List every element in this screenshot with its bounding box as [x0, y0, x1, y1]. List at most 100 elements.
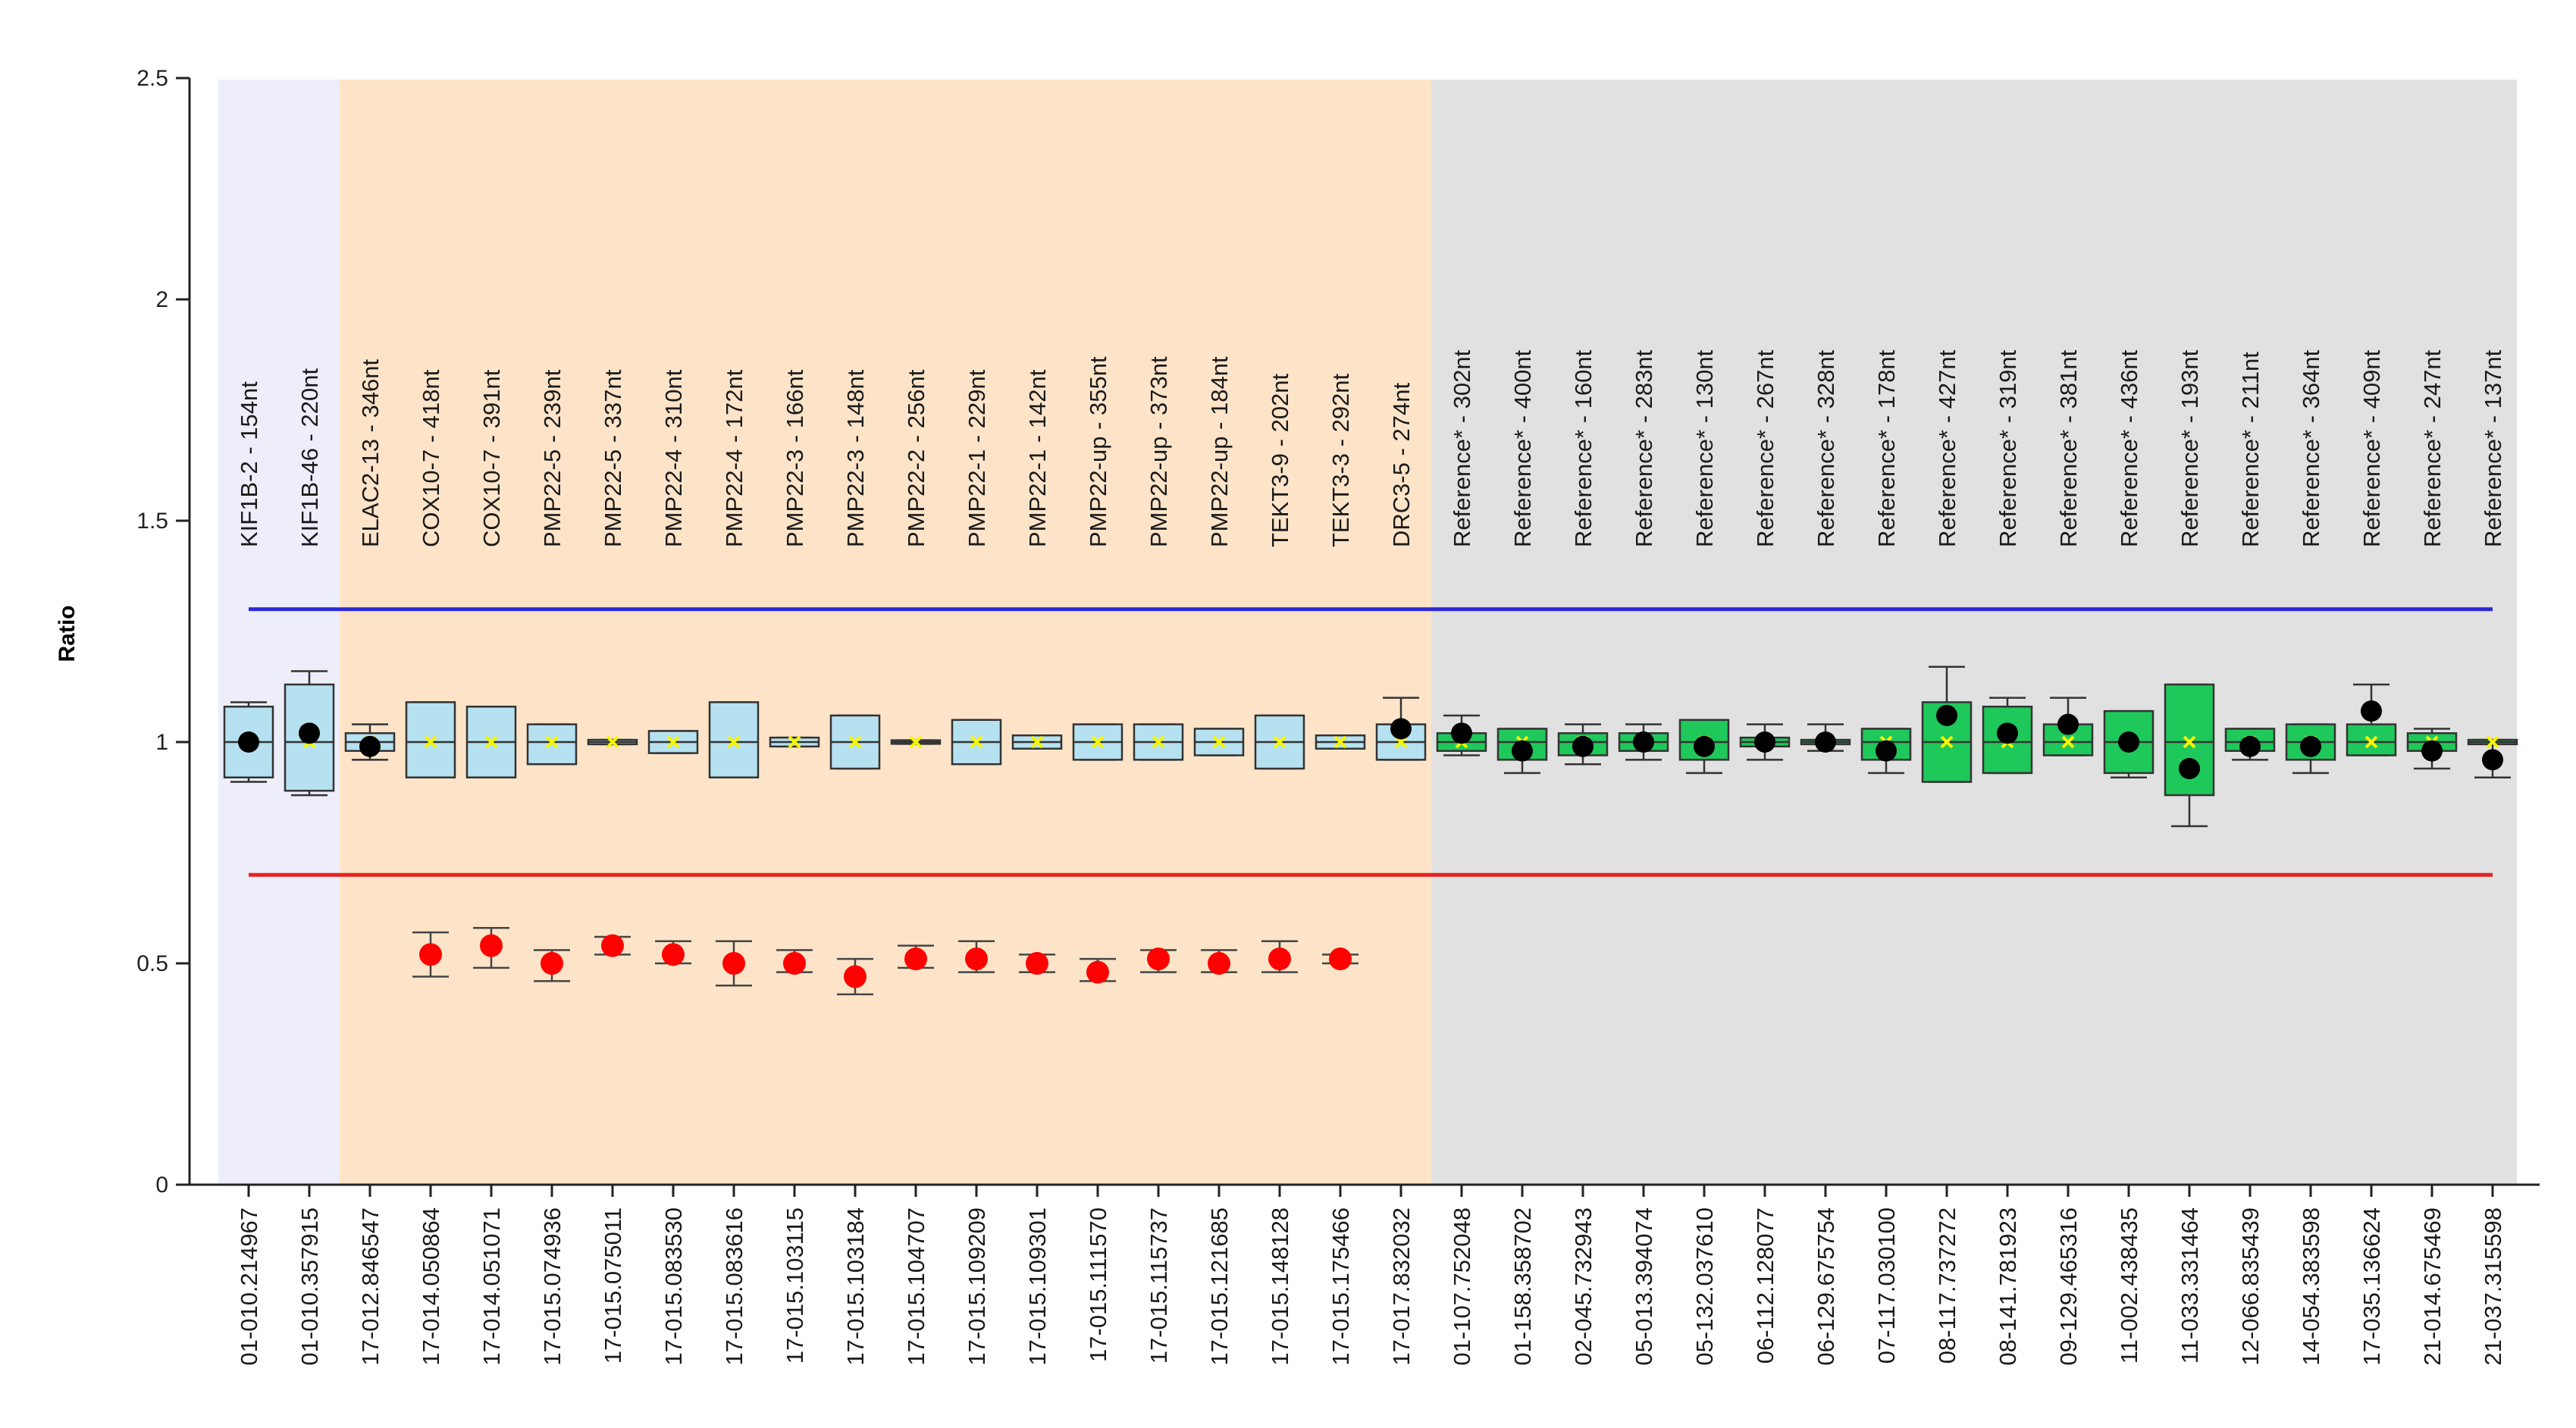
region-target — [340, 80, 1431, 1185]
sample-point — [1390, 718, 1412, 740]
median-marker — [2061, 735, 2075, 749]
median-marker — [727, 735, 741, 749]
x-category-label: 17-014.051071 — [478, 1207, 505, 1366]
median-marker — [606, 735, 619, 749]
x-category-label: 17-014.050864 — [418, 1207, 444, 1366]
deleted-point-16 — [1201, 949, 1237, 975]
median-marker — [1212, 735, 1226, 749]
probe-box-23 — [1618, 723, 1669, 761]
x-category-label: 08-117.737272 — [1934, 1207, 1960, 1364]
probe-box-37 — [2467, 735, 2518, 778]
probe-label: PMP22-up - 355nt — [1085, 356, 1111, 547]
iqr-box — [405, 701, 456, 778]
probe-box-14 — [1072, 723, 1123, 761]
x-category-label: 11-033.331464 — [2176, 1207, 2203, 1364]
probe-label: Reference* - 328nt — [1813, 349, 1839, 547]
deleted-point-marker — [601, 934, 624, 957]
probe-label: PMP22-3 - 148nt — [842, 369, 869, 547]
x-category-label: 17-015.115737 — [1145, 1207, 1172, 1364]
y-tick-label: 0.5 — [136, 951, 168, 976]
probe-box-21 — [1496, 728, 1548, 775]
x-category-label: 21-037.315598 — [2480, 1207, 2506, 1366]
sample-point — [2300, 735, 2321, 757]
x-category-label: 05-132.037610 — [1691, 1207, 1718, 1366]
x-category-label: 17-015.109209 — [964, 1207, 990, 1366]
median-marker — [545, 735, 559, 749]
x-category-label: 17-035.136624 — [2358, 1207, 2385, 1366]
probe-label: PMP22-up - 184nt — [1206, 356, 1233, 547]
x-category-label: 17-015.083616 — [721, 1207, 747, 1366]
iqr-box — [2346, 723, 2397, 756]
probe-box-11 — [890, 735, 942, 749]
probe-label: COX10-7 - 391nt — [478, 369, 505, 547]
probe-label: PMP22-1 - 229nt — [964, 369, 990, 547]
probe-label: Reference* - 436nt — [2116, 349, 2142, 547]
x-category-label: 17-015.104707 — [903, 1207, 929, 1366]
probe-label: PMP22-4 - 172nt — [721, 369, 747, 547]
deleted-point-3 — [412, 931, 449, 978]
probe-box-28 — [1921, 665, 1973, 783]
probe-box-1 — [284, 670, 335, 797]
deleted-point-marker — [480, 934, 503, 957]
median-marker — [2183, 735, 2196, 749]
sample-point — [1512, 740, 1533, 762]
median-marker — [666, 735, 680, 749]
x-category-label: 12-066.835439 — [2237, 1207, 2264, 1366]
probe-label: ELAC2-13 - 346nt — [357, 359, 384, 547]
median-marker — [970, 735, 983, 749]
sample-point — [2057, 713, 2079, 735]
deleted-point-8 — [716, 940, 752, 987]
median-marker — [1152, 735, 1165, 749]
deleted-point-11 — [898, 944, 934, 971]
deleted-point-14 — [1080, 957, 1116, 984]
deleted-point-marker — [419, 943, 442, 966]
x-category-label: 01-010.214967 — [236, 1207, 262, 1366]
median-marker — [1030, 735, 1044, 749]
median-marker — [1940, 735, 1954, 749]
iqr-box — [526, 723, 578, 766]
deleted-point-4 — [473, 927, 509, 969]
sample-point — [1997, 722, 2018, 744]
probe-label: PMP22-1 - 142nt — [1024, 369, 1051, 547]
sample-point — [359, 735, 381, 757]
probe-label: Reference* - 364nt — [2298, 349, 2324, 547]
probe-box-34 — [2285, 723, 2336, 775]
x-category-label: 07-117.030100 — [1873, 1207, 1900, 1364]
median-marker — [2364, 735, 2378, 749]
sample-point — [2118, 731, 2139, 753]
sample-point — [1633, 731, 1654, 753]
deleted-point-marker — [722, 952, 745, 975]
probe-box-31 — [2103, 709, 2155, 778]
probe-box-36 — [2406, 728, 2458, 770]
deleted-point-7 — [655, 940, 691, 966]
probe-box-8 — [708, 701, 760, 778]
x-category-label: 11-002.438435 — [2116, 1207, 2142, 1364]
probe-box-29 — [1982, 697, 2033, 775]
median-marker — [1333, 735, 1347, 749]
probe-box-22 — [1557, 723, 1609, 766]
sample-point — [238, 731, 259, 753]
median-marker — [1273, 735, 1286, 749]
probe-box-3 — [405, 701, 456, 778]
deleted-point-marker — [662, 943, 685, 966]
probe-box-27 — [1860, 728, 1912, 775]
deleted-point-marker — [1208, 952, 1230, 975]
sample-point — [2239, 735, 2261, 757]
probe-label: Reference* - 130nt — [1691, 349, 1718, 547]
deleted-point-marker — [965, 947, 988, 971]
probe-box-15 — [1133, 723, 1184, 761]
probe-label: Reference* - 137nt — [2480, 349, 2506, 547]
probe-label: Reference* - 267nt — [1752, 349, 1778, 547]
deleted-point-marker — [844, 965, 867, 988]
probe-label: TEKT3-3 - 292nt — [1327, 373, 1354, 547]
sample-point — [1572, 735, 1594, 757]
probe-label: Reference* - 319nt — [1995, 349, 2021, 547]
probe-label: Reference* - 400nt — [1509, 349, 1536, 547]
x-category-label: 02-045.732943 — [1570, 1207, 1597, 1366]
median-marker — [848, 735, 862, 749]
x-category-label: 14-054.383598 — [2298, 1207, 2324, 1366]
x-category-label: 06-129.675754 — [1813, 1207, 1839, 1366]
probe-box-33 — [2224, 728, 2276, 761]
